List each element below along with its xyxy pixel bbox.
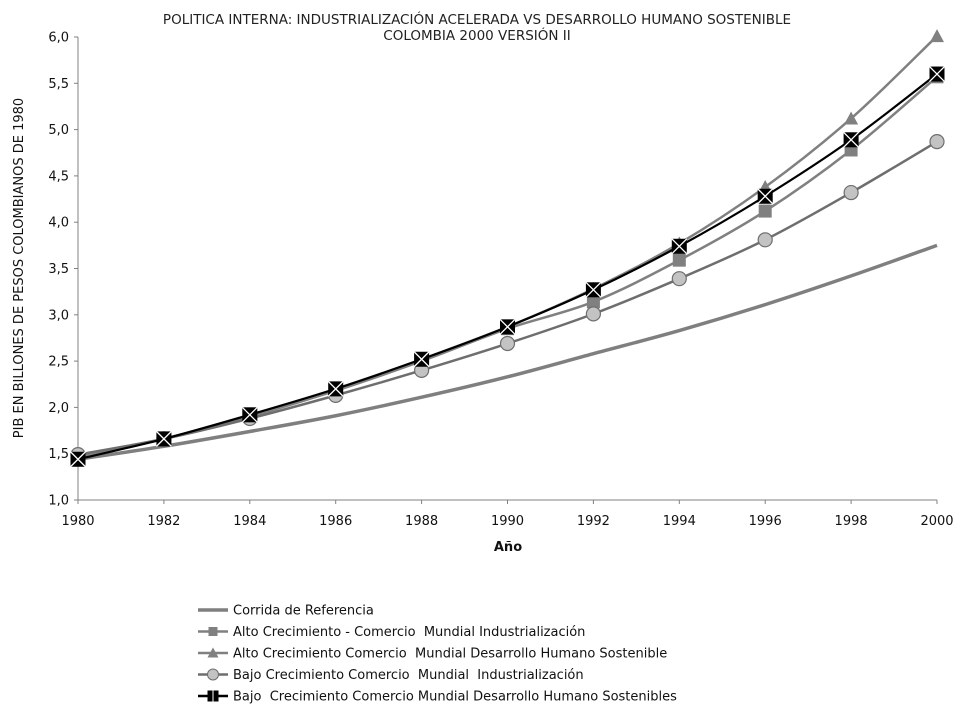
legend-marker <box>208 627 218 636</box>
data-point <box>586 295 600 309</box>
data-point <box>671 238 688 255</box>
series-5 <box>70 66 945 468</box>
data-point <box>327 380 344 397</box>
data-point <box>844 111 859 125</box>
y-tick-label: 4,0 <box>48 216 69 231</box>
legend-label: Corrida de Referencia <box>233 604 374 619</box>
x-tick-label: 1984 <box>233 514 266 529</box>
y-tick-label: 2,0 <box>48 401 69 416</box>
data-point <box>758 204 772 218</box>
y-tick-label: 5,0 <box>48 123 69 138</box>
x-ticks: 1980 1982 1984 1986 1988 1990 1992 1994 1996 1998… <box>61 500 954 529</box>
legend-label: Bajo Crecimiento Comercio Mundial Desarr… <box>233 690 677 704</box>
marker-cross <box>499 318 516 335</box>
series-4 <box>70 134 945 463</box>
marker-cross <box>929 66 945 82</box>
legend-item: Bajo Crecimiento Comercio Mundial Indust… <box>198 668 584 683</box>
marker-cross <box>843 131 860 148</box>
series-2 <box>71 70 944 464</box>
data-point <box>672 253 686 267</box>
data-point <box>930 29 944 43</box>
legend-label: Bajo Crecimiento Comercio Mundial Indust… <box>233 668 584 683</box>
legend-item: Bajo Crecimiento Comercio Mundial Desarr… <box>198 690 677 704</box>
x-tick-label: 1990 <box>491 514 524 529</box>
data-point <box>757 188 774 205</box>
marker-cross <box>155 430 172 447</box>
data-point <box>585 281 602 298</box>
data-point <box>499 335 516 352</box>
legend-item: Corrida de Referencia <box>198 604 374 619</box>
y-tick-label: 2,5 <box>48 355 69 370</box>
y-tick-label: 4,5 <box>48 169 69 184</box>
legend-marker <box>207 647 219 658</box>
y-tick-label: 6,0 <box>48 31 69 46</box>
series-line <box>77 75 938 459</box>
marker-cross <box>413 351 430 368</box>
data-point <box>70 451 86 468</box>
series-layer <box>70 29 945 468</box>
marker-cross <box>671 238 688 255</box>
y-axis-title: PIB EN BILLONES DE PESOS COLOMBIANOS DE … <box>12 98 27 438</box>
marker-cross <box>757 188 774 205</box>
data-point <box>929 66 945 82</box>
y-tick-label: 3,5 <box>48 262 69 277</box>
data-point <box>757 232 773 248</box>
data-point <box>499 318 516 335</box>
y-tick-label: 1,0 <box>48 494 69 509</box>
series-line <box>77 243 938 461</box>
legend-label: Alto Crecimiento Comercio Mundial Desarr… <box>233 647 667 662</box>
legend-marker <box>207 668 219 681</box>
y-tick-label: 3,0 <box>48 308 69 323</box>
legend-item: Alto Crecimiento Comercio Mundial Desarr… <box>198 647 667 662</box>
x-tick-label: 2000 <box>920 514 953 529</box>
x-tick-label: 1998 <box>835 514 868 529</box>
series-1 <box>77 243 938 461</box>
x-tick-label: 1986 <box>319 514 352 529</box>
axes <box>77 37 937 501</box>
data-point <box>155 430 172 447</box>
x-tick-label: 1988 <box>405 514 438 529</box>
data-point <box>241 406 258 423</box>
x-axis-title: Año <box>494 540 522 555</box>
chart-subtitle: COLOMBIA 2000 VERSIÓN II <box>383 26 570 44</box>
data-point <box>843 184 859 201</box>
x-tick-label: 1994 <box>663 514 696 529</box>
y-tick-label: 5,5 <box>48 77 69 92</box>
series-line <box>77 35 938 459</box>
marker-cross <box>327 380 344 397</box>
data-point <box>413 351 430 368</box>
data-point <box>843 131 860 148</box>
y-ticks: 1,0 1,5 2,0 2,5 3,0 3,5 4,0 4,5 5,0 5,5 6,0 <box>48 31 78 509</box>
x-tick-label: 1980 <box>61 514 94 529</box>
y-tick-label: 1,5 <box>48 447 69 462</box>
series-line <box>77 140 938 456</box>
legend: Corrida de Referencia Alto Crecimiento - … <box>198 604 677 704</box>
legend-item: Alto Crecimiento - Comercio Mundial Indu… <box>198 625 585 640</box>
x-tick-label: 1992 <box>577 514 610 529</box>
chart-title: POLITICA INTERNA: INDUSTRIALIZACIÓN ACEL… <box>163 10 791 28</box>
x-tick-label: 1996 <box>749 514 782 529</box>
series-3 <box>71 29 944 464</box>
series-line <box>77 73 938 461</box>
marker-cross <box>585 281 602 298</box>
data-point <box>929 134 945 150</box>
marker-cross <box>241 406 258 423</box>
data-point <box>671 271 687 287</box>
marker-cross <box>70 451 86 468</box>
legend-label: Alto Crecimiento - Comercio Mundial Indu… <box>233 625 585 640</box>
x-tick-label: 1982 <box>147 514 180 529</box>
data-point <box>585 306 602 322</box>
